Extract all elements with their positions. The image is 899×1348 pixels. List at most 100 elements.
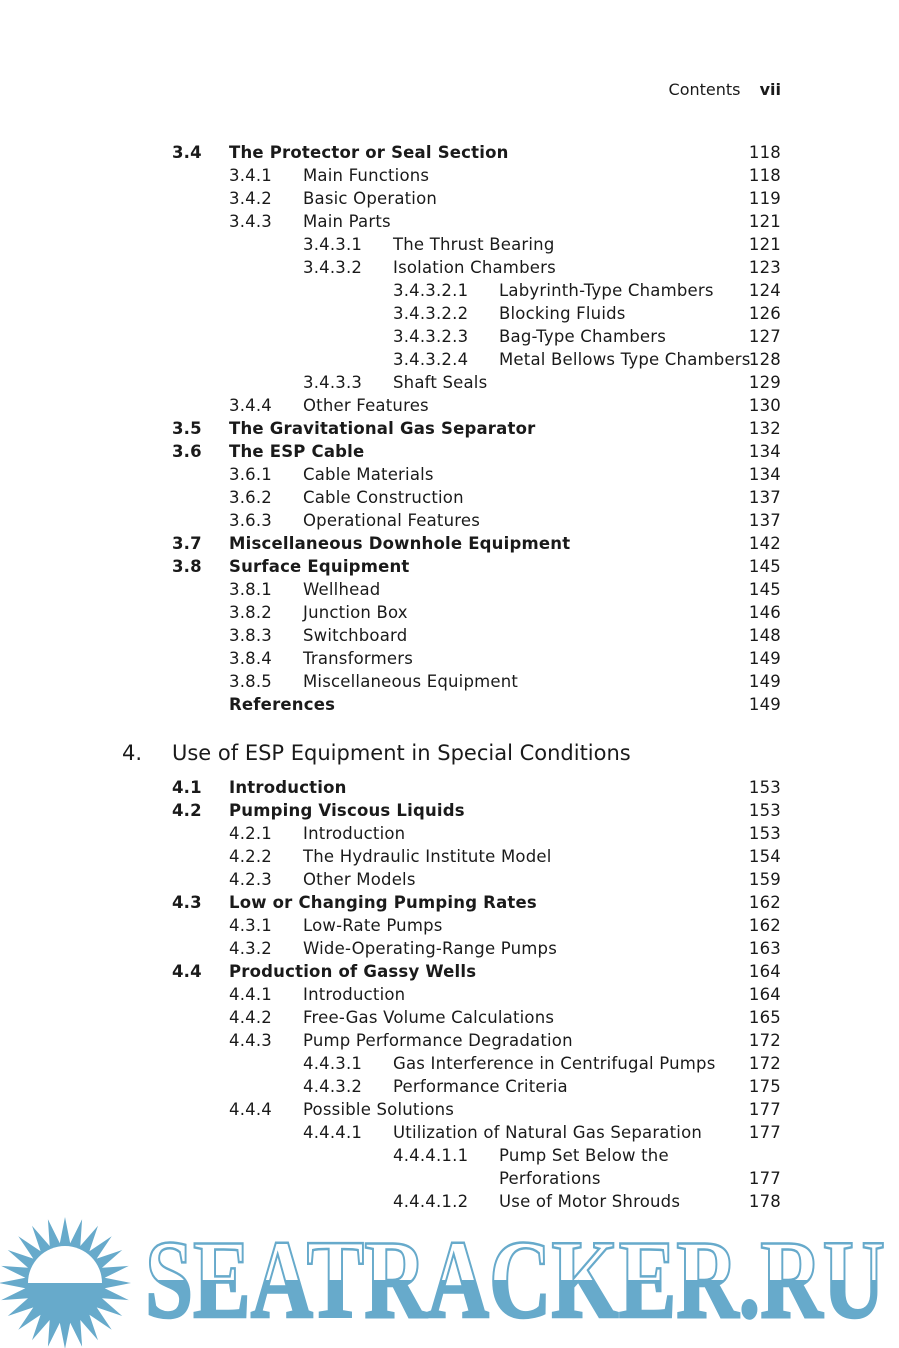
toc-entry[interactable]: 3.8.2 Junction Box 146 [0,601,899,624]
section-number: 4.4.2 [229,1008,272,1027]
section-number: 3.4 [172,143,202,162]
toc-entry[interactable]: 3.8.5 Miscellaneous Equipment 149 [0,670,899,693]
toc-entry[interactable]: 4.4.3.2 Performance Criteria 175 [0,1075,899,1098]
section-title: Basic Operation [303,189,438,208]
page-ref: 164 [748,985,781,1004]
toc-entry[interactable]: 3.4.3 Main Parts 121 [0,210,899,233]
section-number: 4.4.4.1.2 [393,1192,469,1211]
toc-entry[interactable]: 4.4.3 Pump Performance Degradation 172 [0,1029,899,1052]
toc-entry[interactable]: 3.4.3.2.1 Labyrinth-Type Chambers 124 [0,279,899,302]
page-ref: 132 [748,419,781,438]
toc-entry[interactable]: 3.4.2 Basic Operation 119 [0,187,899,210]
toc-entry[interactable]: 3.8.4 Transformers 149 [0,647,899,670]
section-number: 4.1 [172,778,202,797]
toc-entry[interactable]: 3.4 The Protector or Seal Section 118 [0,141,899,164]
toc-entry[interactable]: 3.4.3.2.3 Bag-Type Chambers 127 [0,325,899,348]
section-title: Miscellaneous Downhole Equipment [229,534,571,553]
toc-entry[interactable]: 4.3.2 Wide-Operating-Range Pumps 163 [0,937,899,960]
page-ref: 148 [748,626,781,645]
section-title: Pump Set Below the [499,1146,669,1165]
toc-entry[interactable]: 4.4 Production of Gassy Wells 164 [0,960,899,983]
section-number: 3.8.1 [229,580,272,599]
page-number: vii [759,80,781,99]
page-ref: 118 [748,143,781,162]
section-title: Wide-Operating-Range Pumps [303,939,558,958]
toc-entry[interactable]: 3.4.3.2.2 Blocking Fluids 126 [0,302,899,325]
toc-entry[interactable]: 4.3 Low or Changing Pumping Rates 162 [0,891,899,914]
toc-entry[interactable]: 3.6 The ESP Cable 134 [0,440,899,463]
section-number: 3.6 [172,442,202,461]
toc-entry[interactable]: 4.4.2 Free-Gas Volume Calculations 165 [0,1006,899,1029]
section-title: Performance Criteria [393,1077,568,1096]
page-ref: 153 [748,801,781,820]
toc-entry[interactable]: 4.2.3 Other Models 159 [0,868,899,891]
page-ref: 153 [748,778,781,797]
toc-entry[interactable]: 4.4.3.1 Gas Interference in Centrifugal P… [0,1052,899,1075]
toc-entry[interactable]: 3.4.1 Main Functions 118 [0,164,899,187]
toc-entry[interactable]: 3.6.3 Operational Features 137 [0,509,899,532]
toc-entry[interactable]: 4.2.2 The Hydraulic Institute Model 154 [0,845,899,868]
page-ref: 145 [748,580,781,599]
section-title: Main Functions [303,166,430,185]
toc-entry[interactable]: 3.4.3.2 Isolation Chambers 123 [0,256,899,279]
seatracker-watermark-logo: SEATRACKER.RU [0,1217,886,1348]
toc-entry[interactable]: 3.5 The Gravitational Gas Separator 132 [0,417,899,440]
toc-entry[interactable]: 4.4.4 Possible Solutions 177 [0,1098,899,1121]
toc-entry[interactable]: 3.4.3.3 Shaft Seals 129 [0,371,899,394]
section-number: 3.6.1 [229,465,272,484]
section-number: 4.4.4.1.1 [393,1146,469,1165]
toc-entry[interactable]: 3.4.3.2.4 Metal Bellows Type Chambers 128 [0,348,899,371]
section-number: 3.4.2 [229,189,272,208]
page-ref: 127 [748,327,781,346]
page-ref: 142 [748,534,781,553]
toc-entry[interactable]: 3.8 Surface Equipment 145 [0,555,899,578]
page-ref: 129 [748,373,781,392]
section-title: Low or Changing Pumping Rates [229,893,537,912]
toc-entry[interactable]: 4.1 Introduction 153 [0,776,899,799]
section-title: Free-Gas Volume Calculations [303,1008,555,1027]
page-ref: 134 [748,465,781,484]
toc-entry[interactable]: 3.7 Miscellaneous Downhole Equipment 142 [0,532,899,555]
section-number: 3.4.3.3 [303,373,363,392]
section-title: Miscellaneous Equipment [303,672,519,691]
section-number: 4.4.4.1 [303,1123,363,1142]
section-title: Surface Equipment [229,557,410,576]
watermark-text: SEATRACKER.RU [145,1218,885,1342]
toc-entry[interactable]: 3.8.3 Switchboard 148 [0,624,899,647]
section-number: 4.3.2 [229,939,272,958]
toc-entry[interactable]: 3.4.4 Other Features 130 [0,394,899,417]
toc-entry[interactable]: 4.4.1 Introduction 164 [0,983,899,1006]
page-ref: 137 [748,511,781,530]
toc-entry[interactable]: 3.6.2 Cable Construction 137 [0,486,899,509]
section-number: 3.4.3.1 [303,235,363,254]
page-ref: 119 [748,189,781,208]
toc-entry[interactable]: 3.8.1 Wellhead 145 [0,578,899,601]
section-title: The Hydraulic Institute Model [303,847,552,866]
toc-entry[interactable]: 4.4.4.1 Utilization of Natural Gas Separa… [0,1121,899,1144]
section-number: 4.2 [172,801,202,820]
toc-entry[interactable]: References 149 [0,693,899,716]
page-ref: 164 [748,962,781,981]
section-number: 4.3.1 [229,916,272,935]
toc-entry[interactable]: 4.2 Pumping Viscous Liquids 153 [0,799,899,822]
table-of-contents: 3.4 The Protector or Seal Section 118 3.4.1… [0,141,899,1213]
section-title: Gas Interference in Centrifugal Pumps [393,1054,716,1073]
section-title: Other Features [303,396,429,415]
section-number: 3.4.4 [229,396,272,415]
toc-entry[interactable]: 4.4.4.1.1 Pump Set Below the [0,1144,899,1167]
chapter-heading[interactable]: 4. Use of ESP Equipment in Special Condit… [0,735,899,771]
toc-entry[interactable]: 4.2.1 Introduction 153 [0,822,899,845]
toc-entry[interactable]: 3.4.3.1 The Thrust Bearing 121 [0,233,899,256]
toc-entry[interactable]: 3.6.1 Cable Materials 134 [0,463,899,486]
toc-entry[interactable]: Perforations 177 [0,1167,899,1190]
section-title: Pump Performance Degradation [303,1031,573,1050]
section-number: 3.4.3.2 [303,258,363,277]
toc-entry[interactable]: 4.4.4.1.2 Use of Motor Shrouds 178 [0,1190,899,1213]
toc-entry[interactable]: 4.3.1 Low-Rate Pumps 162 [0,914,899,937]
page-ref: 121 [748,212,781,231]
section-title: Utilization of Natural Gas Separation [393,1123,703,1142]
section-number: 4.4.4 [229,1100,272,1119]
section-number: 4.2.3 [229,870,272,889]
page-ref: 165 [748,1008,781,1027]
section-number: 3.8.4 [229,649,272,668]
